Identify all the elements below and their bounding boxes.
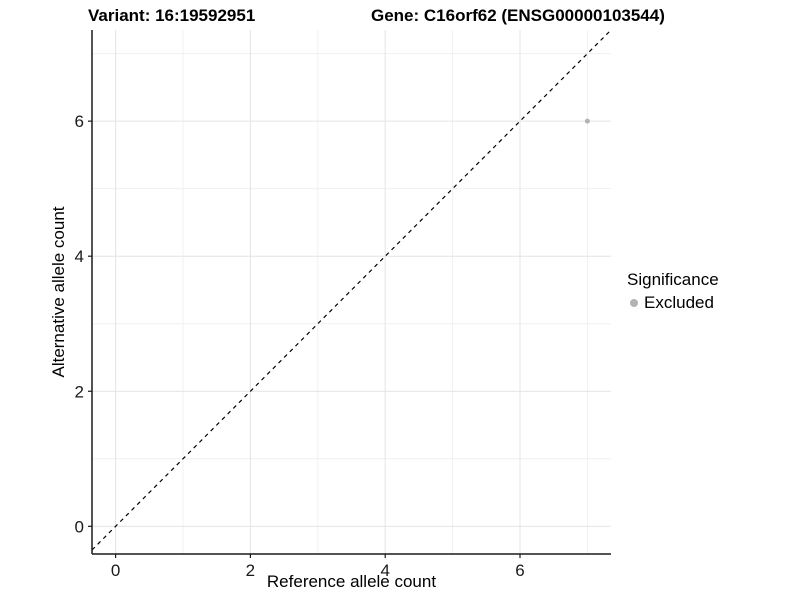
y-tick-label: 4: [75, 247, 84, 266]
variant-title: Variant: 16:19592951: [88, 6, 256, 25]
y-tick-label: 0: [75, 517, 84, 536]
legend-item-excluded: Excluded: [627, 293, 719, 313]
y-tick-label: 2: [75, 382, 84, 401]
x-tick-label: 0: [111, 561, 120, 580]
data-point: [584, 118, 590, 124]
legend: Significance Excluded: [627, 270, 719, 313]
legend-item-label: Excluded: [644, 293, 714, 312]
x-tick-label: 2: [246, 561, 255, 580]
x-tick-label: 6: [515, 561, 524, 580]
y-axis-title: Alternative allele count: [49, 206, 68, 378]
legend-title: Significance: [627, 270, 719, 289]
legend-point-icon: [630, 299, 638, 307]
x-axis-title: Reference allele count: [266, 572, 437, 591]
x-tick-label: 4: [380, 561, 389, 580]
identity-dashed-line: [91, 29, 612, 551]
y-tick-label: 6: [75, 112, 84, 131]
gene-title: Gene: C16orf62 (ENSG00000103544): [371, 6, 665, 25]
